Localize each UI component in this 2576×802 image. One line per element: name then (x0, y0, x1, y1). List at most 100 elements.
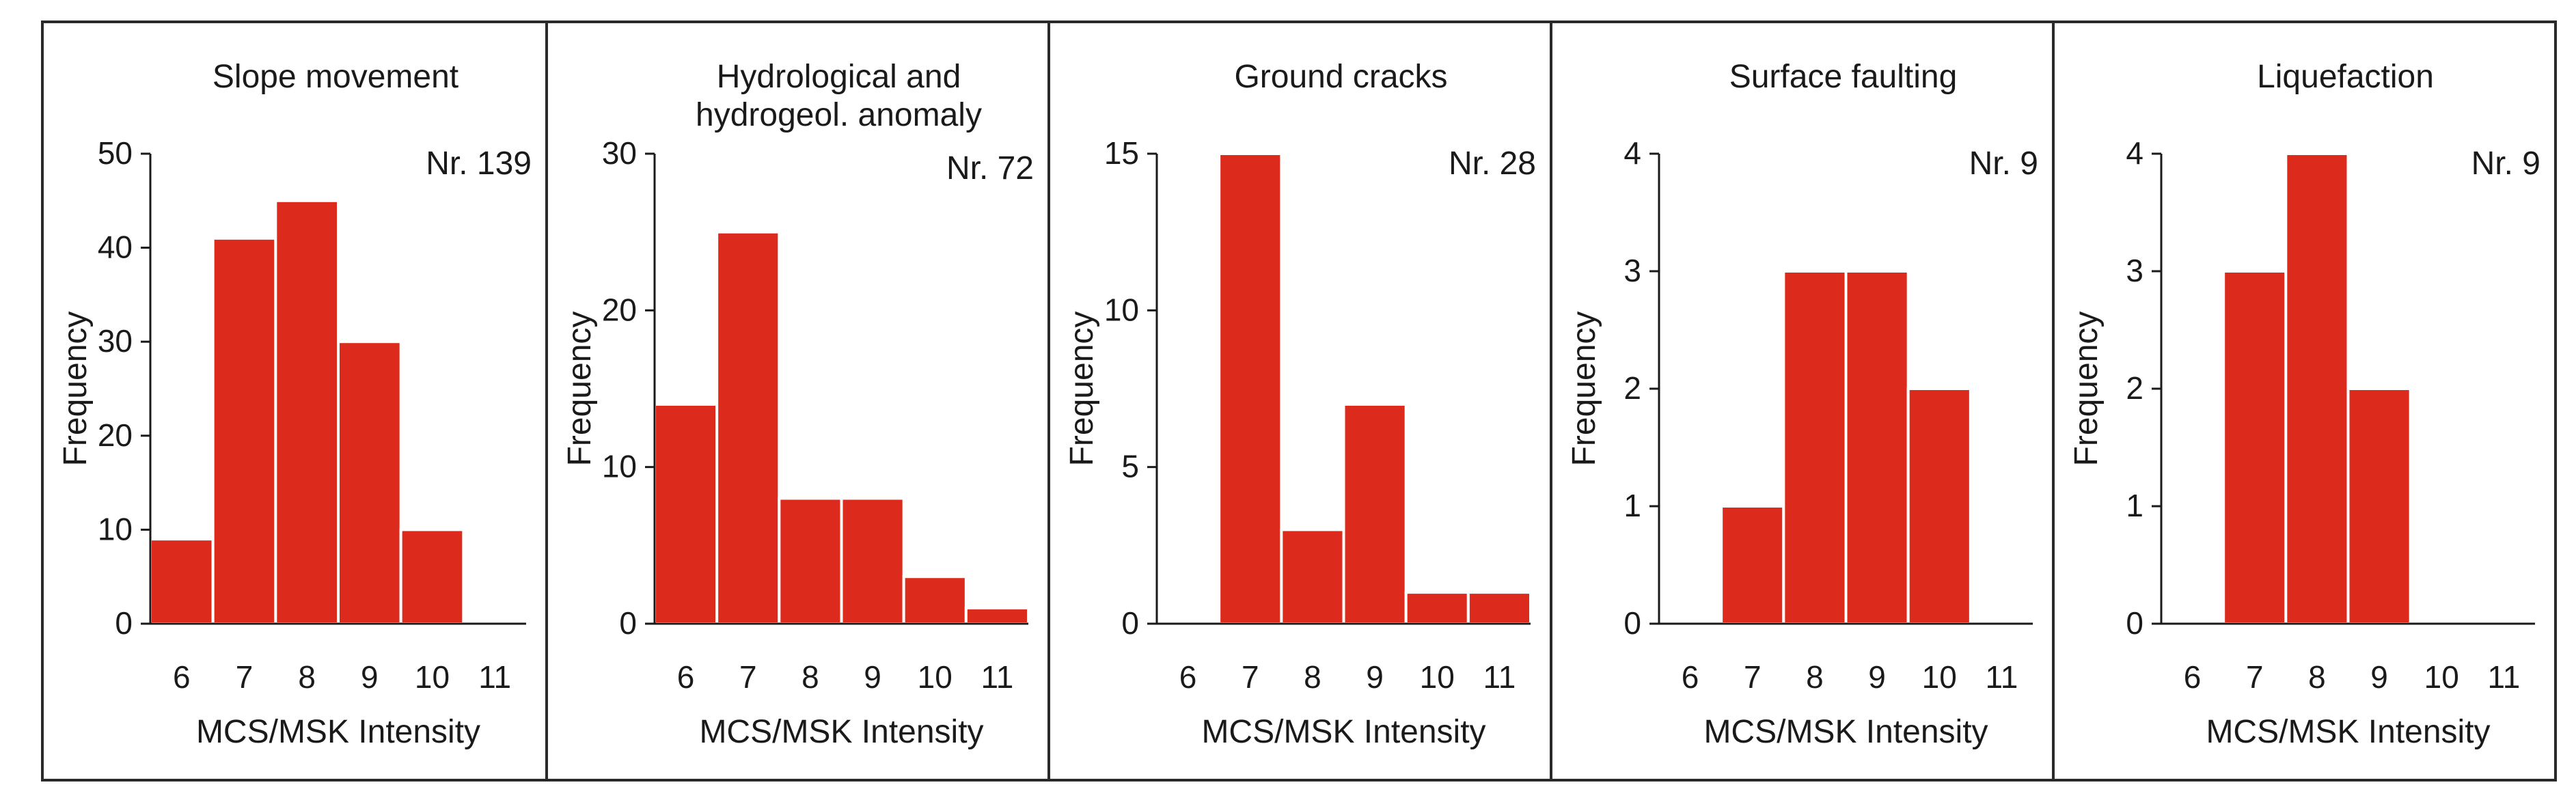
chart-title: Slope movement (213, 59, 458, 95)
bar-intensity-6 (149, 538, 215, 625)
x-tick-label: 7 (2246, 659, 2264, 695)
count-label: Nr. 9 (1969, 146, 2038, 182)
y-tick-label: 20 (98, 417, 133, 453)
x-tick-label: 8 (801, 659, 819, 695)
x-tick-label: 8 (1304, 659, 1321, 695)
x-tick-label: 8 (2308, 659, 2326, 695)
x-tick-label: 8 (298, 659, 316, 695)
y-tick-label: 10 (1104, 292, 1139, 327)
y-tick-label: 40 (98, 230, 133, 265)
y-tick-label: 3 (1623, 253, 1641, 288)
chart-title-line: Hydrological and (717, 59, 961, 95)
x-tick-label: 6 (1682, 659, 1699, 695)
bar-intensity-7 (1218, 152, 1283, 625)
x-tick-label: 6 (677, 659, 695, 695)
panel-frame (2052, 20, 2557, 782)
bar-intensity-7 (1720, 505, 1785, 625)
bar-intensity-8 (778, 497, 843, 625)
y-tick-label: 10 (602, 449, 637, 484)
x-tick-label: 9 (2370, 659, 2388, 695)
x-tick-label: 10 (1922, 659, 1957, 695)
x-tick-label: 10 (918, 659, 953, 695)
histogram-panel-1: 0 10 20 30 40 50 6 7 8 9 10 11 MCS/MSK Intensity Freq… (41, 20, 548, 782)
x-axis-title: MCS/MSK Intensity (699, 714, 983, 750)
x-axis-title: MCS/MSK Intensity (1703, 714, 1988, 750)
bar-intensity-9 (2346, 387, 2412, 625)
count-label: Nr. 9 (2471, 146, 2540, 182)
count-label: Nr. 28 (1449, 146, 1536, 182)
bar-intensity-8 (274, 199, 340, 625)
y-tick-label: 0 (1623, 605, 1641, 641)
bar-intensity-7 (715, 230, 781, 625)
x-tick-label: 9 (1868, 659, 1886, 695)
y-axis-title: Frequency (57, 312, 94, 467)
y-tick-label: 1 (1623, 488, 1641, 523)
histogram-panel-3: 0 5 10 15 6 7 8 9 10 11 MCS/MSK Intensity Frequency… (1047, 20, 1552, 782)
bar-intensity-8 (1782, 270, 1848, 625)
x-tick-label: 7 (1242, 659, 1259, 695)
x-tick-label: 11 (1483, 659, 1516, 695)
y-tick-label: 50 (98, 135, 133, 171)
y-tick-label: 4 (1623, 135, 1641, 171)
histogram-panel-5: 0 1 2 3 4 6 7 8 9 10 11 MCS/MSK Intensity Frequency L… (2052, 20, 2557, 782)
x-axis-title: MCS/MSK Intensity (2206, 714, 2490, 750)
x-tick-label: 10 (415, 659, 450, 695)
y-tick-label: 0 (2126, 605, 2143, 641)
x-tick-label: 6 (2184, 659, 2202, 695)
x-tick-label: 11 (1986, 659, 2018, 695)
bar-intensity-11 (1466, 591, 1532, 626)
chart-title-line: hydrogeol. anomaly (696, 97, 982, 133)
bar-intensity-10 (1906, 387, 1972, 625)
x-tick-label: 11 (981, 659, 1014, 695)
bar-intensity-11 (964, 607, 1030, 625)
x-tick-label: 7 (739, 659, 757, 695)
x-tick-label: 10 (2424, 659, 2459, 695)
y-axis-title: Frequency (2068, 312, 2105, 467)
bar-intensity-9 (337, 340, 402, 625)
chart-title: Surface faulting (1729, 59, 1958, 95)
bar-intensity-6 (653, 402, 719, 626)
y-tick-label: 2 (1623, 370, 1641, 406)
bar-intensity-9 (1844, 270, 1910, 625)
y-tick-label: 1 (2126, 488, 2143, 523)
x-tick-label: 7 (236, 659, 254, 695)
bar-intensity-7 (2222, 270, 2288, 625)
histogram-panel-2: 0 10 20 30 6 7 8 9 10 11 MCS/MSK Intensity Frequenc… (545, 20, 1050, 782)
y-tick-label: 15 (1104, 135, 1139, 171)
count-label: Nr. 72 (946, 150, 1034, 186)
bar-intensity-8 (2284, 152, 2350, 625)
bar-intensity-10 (902, 575, 968, 626)
y-tick-label: 2 (2126, 370, 2143, 406)
bar-intensity-9 (1342, 402, 1408, 626)
x-tick-label: 8 (1806, 659, 1824, 695)
x-tick-label: 9 (864, 659, 881, 695)
chart-title: Ground cracks (1234, 59, 1447, 95)
count-label: Nr. 139 (426, 146, 532, 182)
bar-intensity-9 (840, 497, 905, 625)
x-tick-label: 9 (361, 659, 379, 695)
x-axis-title: MCS/MSK Intensity (1201, 714, 1485, 750)
x-tick-label: 11 (478, 659, 511, 695)
y-axis-title: Frequency (1064, 312, 1100, 467)
x-tick-label: 11 (2488, 659, 2521, 695)
y-tick-label: 30 (602, 135, 637, 171)
bar-intensity-10 (399, 528, 465, 626)
y-tick-label: 0 (115, 605, 133, 641)
x-tick-label: 6 (1179, 659, 1197, 695)
x-tick-label: 10 (1420, 659, 1455, 695)
x-tick-label: 9 (1366, 659, 1384, 695)
bar-intensity-10 (1404, 591, 1470, 626)
x-tick-label: 7 (1744, 659, 1762, 695)
y-tick-label: 20 (602, 292, 637, 327)
y-tick-label: 5 (1121, 449, 1139, 484)
histogram-panel-4: 0 1 2 3 4 6 7 8 9 10 11 MCS/MSK Intensity Frequency S… (1550, 20, 2055, 782)
chart-title: Liquefaction (2257, 59, 2434, 95)
bar-intensity-7 (211, 236, 277, 625)
y-tick-label: 30 (98, 323, 133, 359)
y-tick-label: 0 (619, 605, 637, 641)
y-tick-label: 3 (2126, 253, 2143, 288)
y-axis-title: Frequency (1566, 312, 1602, 467)
x-axis-title: MCS/MSK Intensity (196, 714, 480, 750)
y-tick-label: 10 (98, 511, 133, 547)
